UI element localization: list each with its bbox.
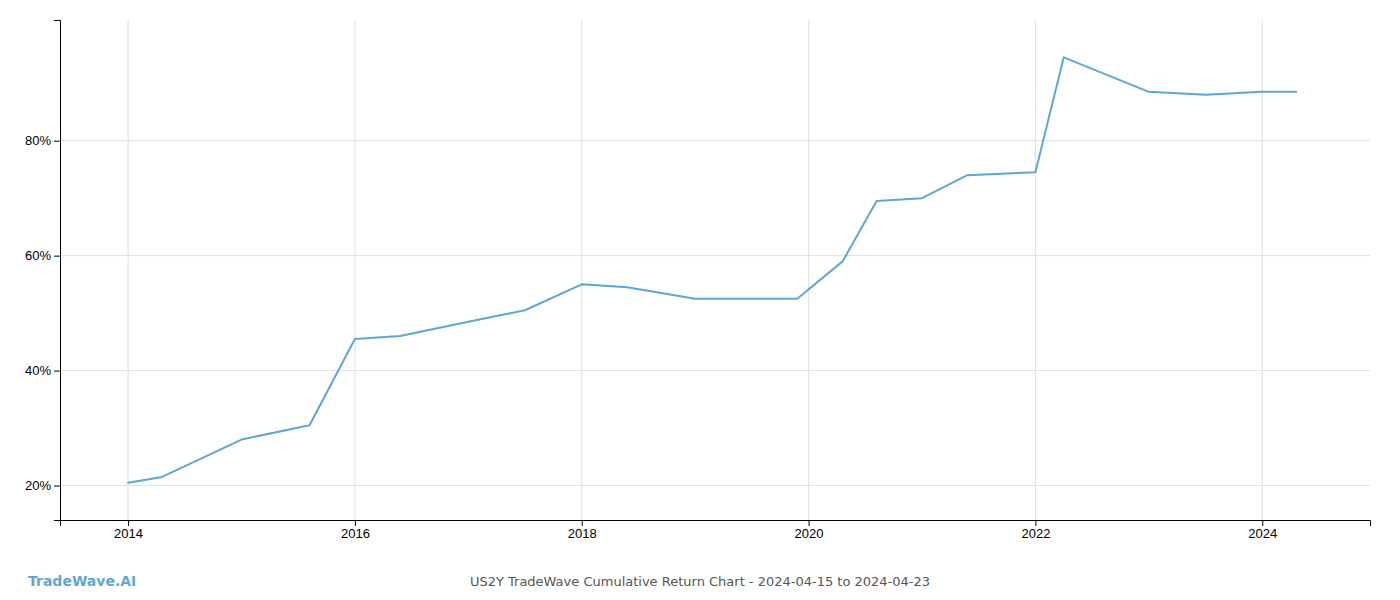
tick-label: 2016 bbox=[341, 526, 370, 541]
tick-mark bbox=[1262, 520, 1263, 526]
tick: 2024 bbox=[1248, 520, 1277, 541]
grid-line bbox=[60, 140, 1370, 141]
tick-label: 60% bbox=[25, 248, 51, 263]
tick: 40% bbox=[25, 363, 60, 378]
chart: 2014 2016 2018 2020 2022 2024 20% 40% 60% 80% US2Y… bbox=[0, 0, 1400, 600]
tick-mark bbox=[809, 520, 810, 526]
tick-mark bbox=[1035, 520, 1036, 526]
tick-label: 20% bbox=[25, 478, 51, 493]
grid-line bbox=[1035, 20, 1036, 520]
marks bbox=[128, 57, 1296, 482]
x-axis: 2014 2016 2018 2020 2022 2024 bbox=[61, 520, 1371, 541]
tick: 2022 bbox=[1021, 520, 1050, 541]
axis-line bbox=[61, 521, 1371, 527]
tick-mark bbox=[54, 371, 60, 372]
tick-label: 80% bbox=[25, 133, 51, 148]
grid-line bbox=[354, 20, 355, 520]
grid-line bbox=[60, 255, 1370, 256]
axis-line bbox=[54, 21, 61, 521]
tick-mark bbox=[128, 520, 129, 526]
tick-mark bbox=[54, 486, 60, 487]
grid-line bbox=[60, 485, 1370, 486]
tick: 2014 bbox=[114, 520, 143, 541]
y-axis: 20% 40% 60% 80% bbox=[25, 21, 61, 521]
watermark: TradeWave.AI bbox=[28, 573, 136, 589]
tick: 20% bbox=[25, 478, 60, 493]
grid bbox=[60, 20, 1370, 520]
grid-line bbox=[808, 20, 809, 520]
tick-label: 40% bbox=[25, 363, 51, 378]
tick: 2018 bbox=[568, 520, 597, 541]
tick-mark bbox=[54, 141, 60, 142]
grid-line bbox=[60, 370, 1370, 371]
tick: 2020 bbox=[795, 520, 824, 541]
tick: 60% bbox=[25, 248, 60, 263]
title: US2Y TradeWave Cumulative Return Chart -… bbox=[470, 574, 930, 589]
tick: 80% bbox=[25, 133, 60, 148]
tick-mark bbox=[355, 520, 356, 526]
grid-line bbox=[581, 20, 582, 520]
grid-line bbox=[1262, 20, 1263, 520]
tick-label: 2020 bbox=[795, 526, 824, 541]
plot: 2014 2016 2018 2020 2022 2024 20% 40% 60% 80% bbox=[25, 20, 1371, 541]
tick-mark bbox=[54, 256, 60, 257]
tick-mark bbox=[582, 520, 583, 526]
tick-label: 2022 bbox=[1021, 526, 1050, 541]
tick: 2016 bbox=[341, 520, 370, 541]
tick-label: 2014 bbox=[114, 526, 143, 541]
tick-label: 2018 bbox=[568, 526, 597, 541]
tick-label: 2024 bbox=[1248, 526, 1277, 541]
grid-line bbox=[128, 20, 129, 520]
line bbox=[128, 57, 1296, 482]
